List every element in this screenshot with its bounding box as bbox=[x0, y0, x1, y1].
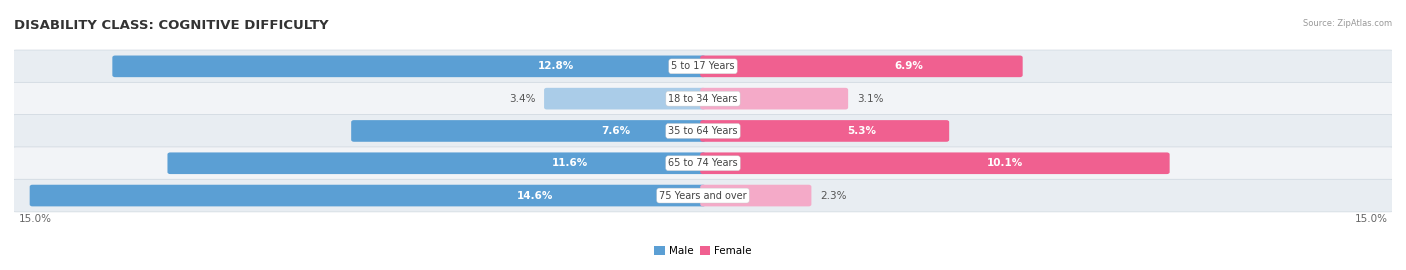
FancyBboxPatch shape bbox=[700, 120, 949, 142]
Text: 18 to 34 Years: 18 to 34 Years bbox=[668, 94, 738, 104]
FancyBboxPatch shape bbox=[10, 147, 1396, 180]
Text: 3.1%: 3.1% bbox=[856, 94, 883, 104]
FancyBboxPatch shape bbox=[10, 50, 1396, 83]
FancyBboxPatch shape bbox=[700, 185, 811, 206]
FancyBboxPatch shape bbox=[167, 153, 706, 174]
Text: 12.8%: 12.8% bbox=[538, 61, 574, 71]
FancyBboxPatch shape bbox=[700, 88, 848, 109]
FancyBboxPatch shape bbox=[30, 185, 706, 206]
FancyBboxPatch shape bbox=[10, 115, 1396, 147]
Text: 35 to 64 Years: 35 to 64 Years bbox=[668, 126, 738, 136]
Text: 11.6%: 11.6% bbox=[551, 158, 588, 168]
Text: 6.9%: 6.9% bbox=[894, 61, 924, 71]
Text: Source: ZipAtlas.com: Source: ZipAtlas.com bbox=[1303, 19, 1392, 28]
FancyBboxPatch shape bbox=[352, 120, 706, 142]
FancyBboxPatch shape bbox=[10, 179, 1396, 212]
Text: 75 Years and over: 75 Years and over bbox=[659, 191, 747, 201]
Text: 10.1%: 10.1% bbox=[987, 158, 1022, 168]
Text: DISABILITY CLASS: COGNITIVE DIFFICULTY: DISABILITY CLASS: COGNITIVE DIFFICULTY bbox=[14, 19, 329, 32]
Text: 14.6%: 14.6% bbox=[517, 191, 554, 201]
Text: 5.3%: 5.3% bbox=[846, 126, 876, 136]
Text: 3.4%: 3.4% bbox=[509, 94, 536, 104]
Legend: Male, Female: Male, Female bbox=[654, 246, 752, 256]
FancyBboxPatch shape bbox=[700, 153, 1170, 174]
Text: 15.0%: 15.0% bbox=[18, 214, 52, 224]
Text: 15.0%: 15.0% bbox=[1354, 214, 1388, 224]
FancyBboxPatch shape bbox=[700, 56, 1022, 77]
Text: 7.6%: 7.6% bbox=[602, 126, 630, 136]
FancyBboxPatch shape bbox=[112, 56, 706, 77]
Text: 65 to 74 Years: 65 to 74 Years bbox=[668, 158, 738, 168]
FancyBboxPatch shape bbox=[544, 88, 706, 109]
FancyBboxPatch shape bbox=[10, 82, 1396, 115]
Text: 5 to 17 Years: 5 to 17 Years bbox=[671, 61, 735, 71]
Text: 2.3%: 2.3% bbox=[820, 191, 846, 201]
